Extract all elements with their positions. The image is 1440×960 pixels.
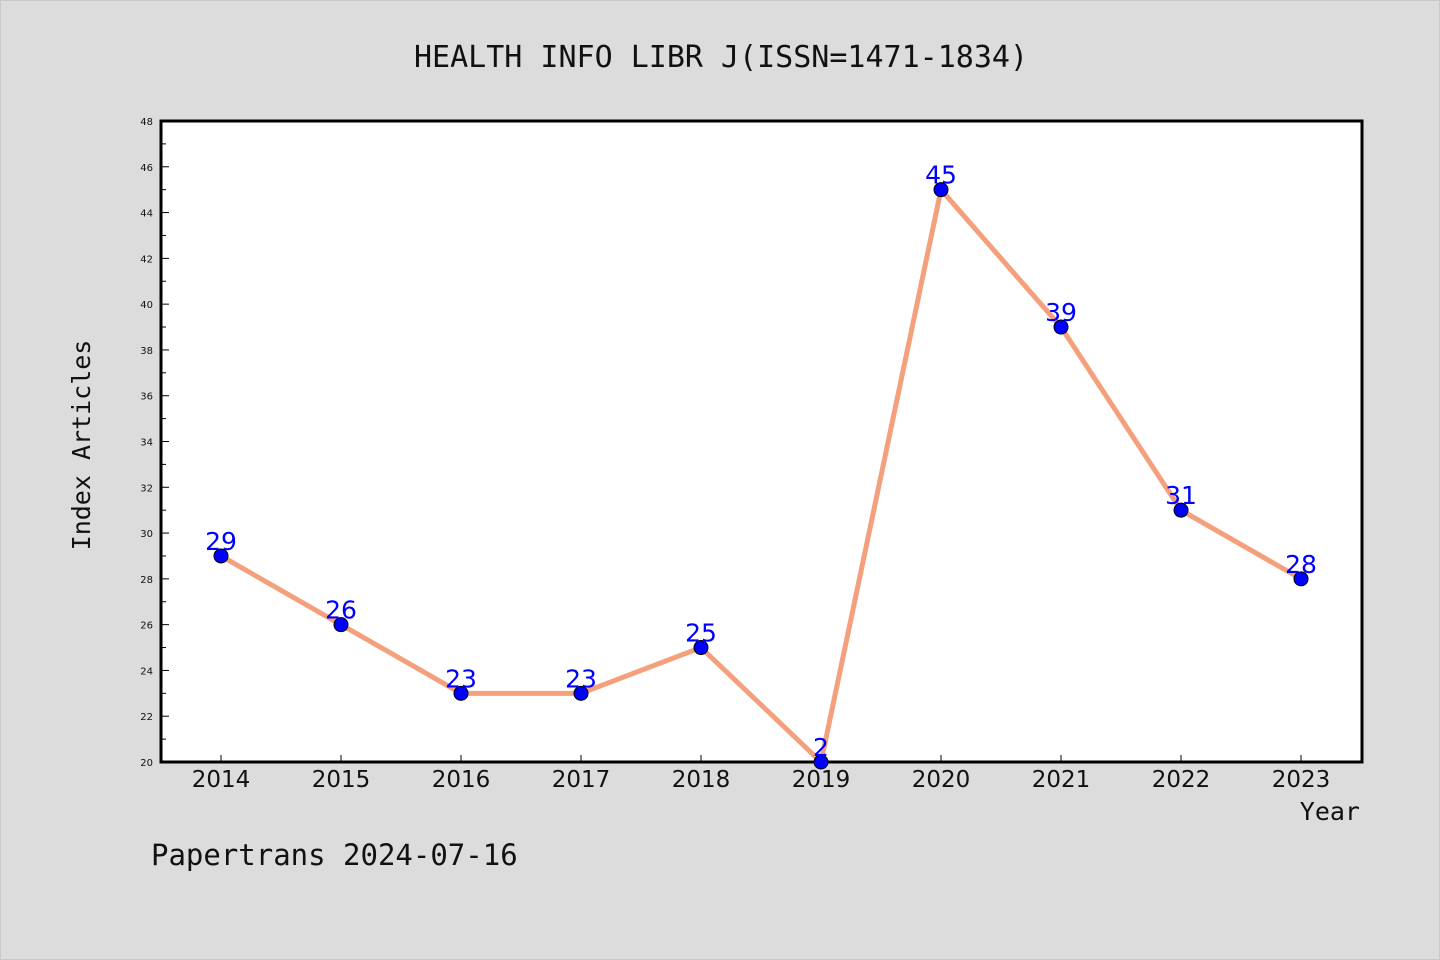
data-point <box>813 754 829 770</box>
y-tick-label: 40 <box>140 300 153 311</box>
x-tick-label: 2020 <box>912 767 971 793</box>
data-point <box>1053 319 1069 335</box>
x-tick-label: 2023 <box>1272 767 1331 793</box>
y-tick-label: 28 <box>140 575 153 586</box>
x-tick-label: 2016 <box>432 767 491 793</box>
data-label: 26 <box>325 596 357 625</box>
data-point <box>1293 571 1309 587</box>
x-tick-label: 2015 <box>312 767 371 793</box>
footer-stamp: Papertrans 2024-07-16 <box>151 838 518 872</box>
data-label: 25 <box>685 619 717 648</box>
y-tick-label: 30 <box>140 529 153 540</box>
data-label: 29 <box>205 527 237 556</box>
y-tick-label: 20 <box>140 758 153 769</box>
x-tick-label: 2017 <box>552 767 611 793</box>
data-point <box>933 182 949 198</box>
y-axis-title: Index Articles <box>67 340 96 551</box>
x-tick-label: 2018 <box>672 767 731 793</box>
data-label: 23 <box>445 664 477 693</box>
data-point <box>693 640 709 656</box>
chart-title: HEALTH INFO LIBR J(ISSN=1471-1834) <box>414 40 1028 75</box>
data-label: 45 <box>925 161 957 190</box>
y-tick-label: 26 <box>140 621 153 632</box>
y-tick-label: 42 <box>140 254 153 265</box>
y-tick-label: 46 <box>140 163 153 174</box>
data-label: 2 <box>813 733 829 762</box>
x-tick-label: 2019 <box>792 767 851 793</box>
plot-area <box>159 119 1364 764</box>
series-line-group <box>218 187 1304 765</box>
data-label: 31 <box>1165 481 1197 510</box>
x-tick-label: 2021 <box>1032 767 1091 793</box>
data-labels: 29 26 23 23 25 2 45 39 31 28 <box>205 161 1317 762</box>
x-axis-title: Year <box>1300 797 1360 826</box>
data-point <box>1173 502 1189 518</box>
data-label: 28 <box>1285 550 1317 579</box>
x-tick-label: 2014 <box>192 767 251 793</box>
y-tick-label: 24 <box>140 666 153 677</box>
data-point <box>213 548 229 564</box>
y-axis: 20 22 24 26 28 30 32 34 36 38 40 42 44 46 48 <box>140 117 169 769</box>
y-tick-label: 38 <box>140 346 153 357</box>
y-tick-label: 22 <box>140 712 153 723</box>
data-label: 39 <box>1045 298 1077 327</box>
y-tick-label: 44 <box>140 209 153 220</box>
data-markers <box>213 182 1309 770</box>
y-tick-label: 32 <box>140 483 153 494</box>
data-label: 23 <box>565 664 597 693</box>
x-tick-label: 2022 <box>1152 767 1211 793</box>
y-tick-label: 48 <box>140 117 153 128</box>
series-line <box>218 187 1304 765</box>
x-axis: 2014 2015 2016 2017 2018 2019 2020 2021 2022 2023 <box>192 755 1331 793</box>
y-tick-label: 34 <box>140 438 153 449</box>
data-point <box>573 685 589 701</box>
y-tick-label: 36 <box>140 392 153 403</box>
data-point <box>453 685 469 701</box>
data-point <box>333 617 349 633</box>
